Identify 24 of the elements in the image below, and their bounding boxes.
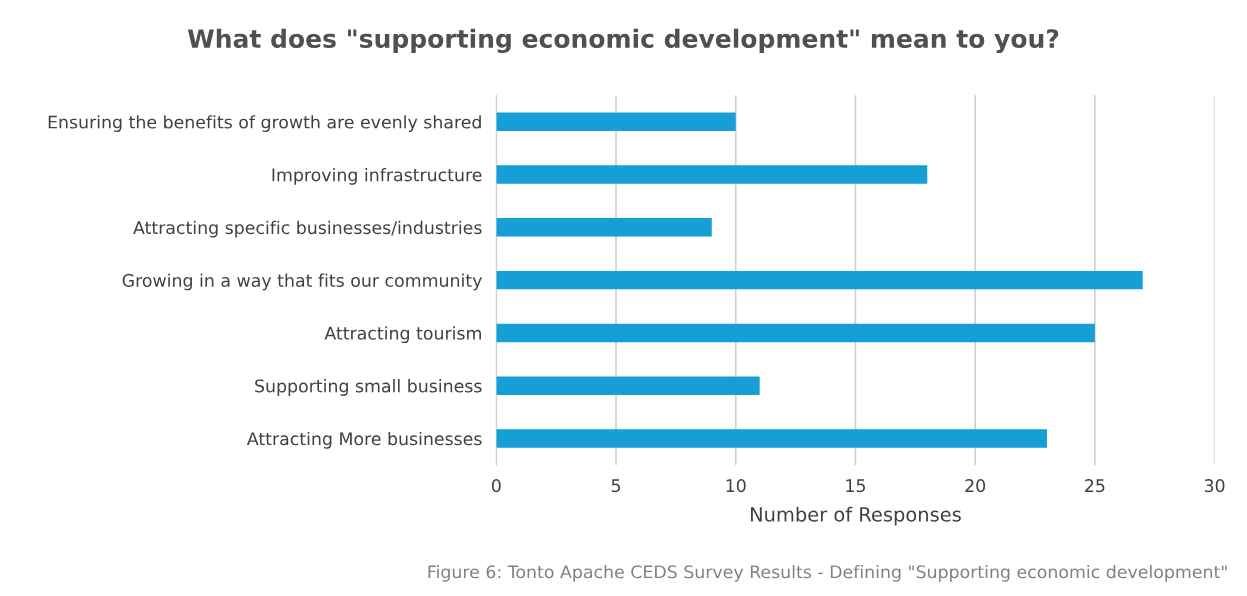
- bar: [496, 218, 712, 237]
- x-tick-label: 30: [1204, 479, 1225, 493]
- x-tick-label: 0: [491, 479, 501, 493]
- bar: [496, 270, 1143, 290]
- x-tick-label: 10: [726, 479, 746, 493]
- x-tick-label: 20: [965, 479, 986, 493]
- y-tick-label: Attracting More businesses: [246, 431, 482, 449]
- bar: [496, 112, 736, 131]
- caption: Figure 6: Tonto Apache CEDS Survey Results - Defining "Supporting economic development": [428, 564, 1227, 582]
- y-tick-label: Supporting small business: [255, 379, 482, 396]
- bar: [496, 376, 760, 395]
- x-tick-label: 5: [611, 479, 621, 493]
- bar: [496, 165, 928, 184]
- chart-title: What does "supporting economic development" mean to you?: [187, 28, 1059, 54]
- x-tick-label: 15: [846, 479, 865, 493]
- y-tick-label: Improving infrastructure: [272, 167, 482, 185]
- bar: [496, 323, 1095, 343]
- x-tick-label: 25: [1085, 479, 1105, 493]
- x-axis-title: Number of Responses: [750, 506, 961, 526]
- y-tick-label: Attracting specific businesses/industries: [133, 220, 482, 238]
- y-tick-label: Ensuring the benefits of growth are evenly shared: [48, 115, 481, 132]
- bar: [496, 429, 1047, 448]
- y-tick-label: Growing in a way that fits our community: [122, 273, 482, 291]
- y-tick-label: Attracting tourism: [324, 326, 481, 344]
